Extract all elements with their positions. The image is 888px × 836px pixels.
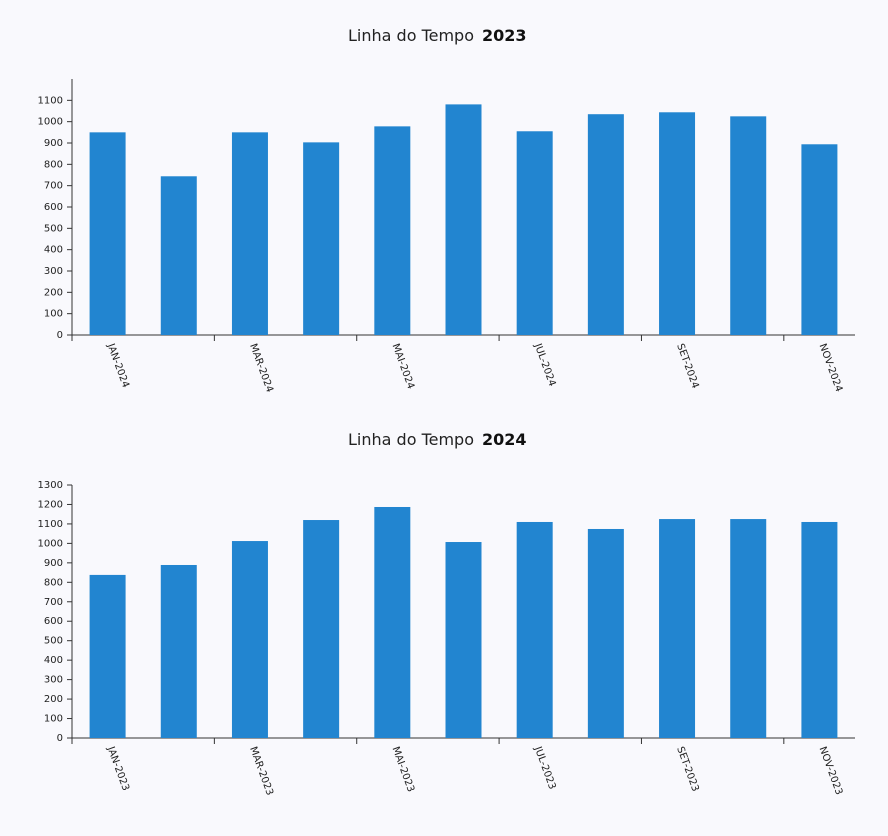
chart-title: Linha do Tempo <box>348 26 474 45</box>
chart-year: 2023 <box>482 26 527 45</box>
y-tick-label: 700 <box>44 597 63 608</box>
y-tick-label: 1000 <box>38 117 63 128</box>
x-tick-label: MAR-2023 <box>247 745 275 797</box>
y-tick-label: 800 <box>44 159 63 170</box>
y-tick-label: 1200 <box>38 499 63 510</box>
y-tick-label: 900 <box>44 138 63 149</box>
y-tick-label: 1100 <box>38 95 63 106</box>
bar <box>303 520 340 738</box>
bar <box>516 521 553 738</box>
x-tick-label: NOV-2023 <box>817 745 845 796</box>
bar <box>160 176 197 335</box>
x-tick-label: JUL-2023 <box>532 744 558 791</box>
bar <box>89 132 126 335</box>
x-tick-label: SET-2024 <box>674 342 700 390</box>
chart-year: 2024 <box>482 430 527 449</box>
bar <box>587 114 624 335</box>
x-tick-label: JAN-2024 <box>104 341 130 389</box>
y-tick-label: 800 <box>44 577 63 588</box>
y-tick-label: 0 <box>57 733 63 744</box>
bar <box>587 528 624 738</box>
bar <box>516 131 553 335</box>
y-tick-label: 300 <box>44 675 63 686</box>
bar <box>730 116 767 335</box>
chart: Linha do Tempo 2023 0 100 200 300 400 500 600 700… <box>38 26 855 394</box>
bar <box>659 112 696 335</box>
y-tick-label: 300 <box>44 266 63 277</box>
x-tick-label: JUL-2024 <box>532 341 558 388</box>
x-tick-label: MAI-2024 <box>389 342 416 390</box>
y-tick-label: 700 <box>44 181 63 192</box>
y-tick-label: 500 <box>44 223 63 234</box>
bar <box>801 144 838 335</box>
x-tick-label: MAR-2024 <box>247 342 275 394</box>
x-tick-label: JAN-2023 <box>104 744 130 792</box>
bar <box>374 506 411 738</box>
y-tick-label: 900 <box>44 558 63 569</box>
y-tick-label: 100 <box>44 309 63 320</box>
y-tick-label: 1000 <box>38 538 63 549</box>
bar <box>730 519 767 738</box>
y-tick-label: 0 <box>57 330 63 341</box>
bar <box>659 519 696 738</box>
bar <box>801 521 838 738</box>
bar <box>303 142 340 335</box>
chart: Linha do Tempo 2024 0 100 200 300 400 500 600 700… <box>38 430 855 797</box>
y-tick-label: 200 <box>44 694 63 705</box>
y-tick-label: 1100 <box>38 519 63 530</box>
y-tick-label: 200 <box>44 287 63 298</box>
y-tick-label: 600 <box>44 202 63 213</box>
bar <box>445 542 482 738</box>
y-tick-label: 600 <box>44 616 63 627</box>
bar <box>231 132 268 335</box>
x-tick-label: NOV-2024 <box>817 342 845 393</box>
y-tick-label: 100 <box>44 714 63 725</box>
bar <box>231 541 268 738</box>
x-tick-label: MAI-2023 <box>389 745 416 793</box>
bar <box>160 564 197 738</box>
bar <box>374 126 411 335</box>
bar <box>445 104 482 336</box>
x-tick-label: SET-2023 <box>674 745 700 793</box>
y-tick-label: 500 <box>44 636 63 647</box>
y-tick-label: 1300 <box>38 480 63 491</box>
y-tick-label: 400 <box>44 245 63 256</box>
bar <box>89 574 126 738</box>
chart-title: Linha do Tempo <box>348 430 474 449</box>
y-tick-label: 400 <box>44 655 63 666</box>
